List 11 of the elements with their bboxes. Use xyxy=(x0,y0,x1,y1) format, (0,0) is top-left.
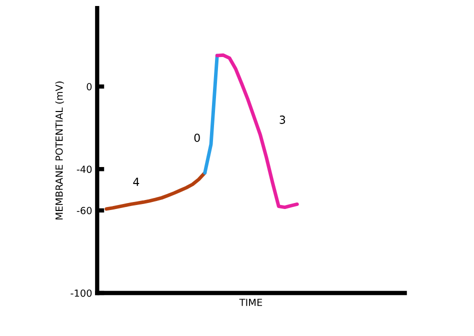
series-label: 0 xyxy=(194,134,200,142)
y-tick-label: -40 xyxy=(76,166,92,173)
line-series xyxy=(104,171,207,211)
x-axis-title: TIME xyxy=(239,298,262,306)
y-tick-label: -100 xyxy=(70,289,92,297)
series-label: 3 xyxy=(280,116,286,124)
line-series xyxy=(215,53,299,210)
y-axis-title: MEMBRANE POTENTIAL (mV) xyxy=(55,82,64,220)
series-label: 4 xyxy=(133,178,140,186)
y-tick-label: 0 xyxy=(86,83,92,90)
y-tick-label: -60 xyxy=(76,206,92,214)
